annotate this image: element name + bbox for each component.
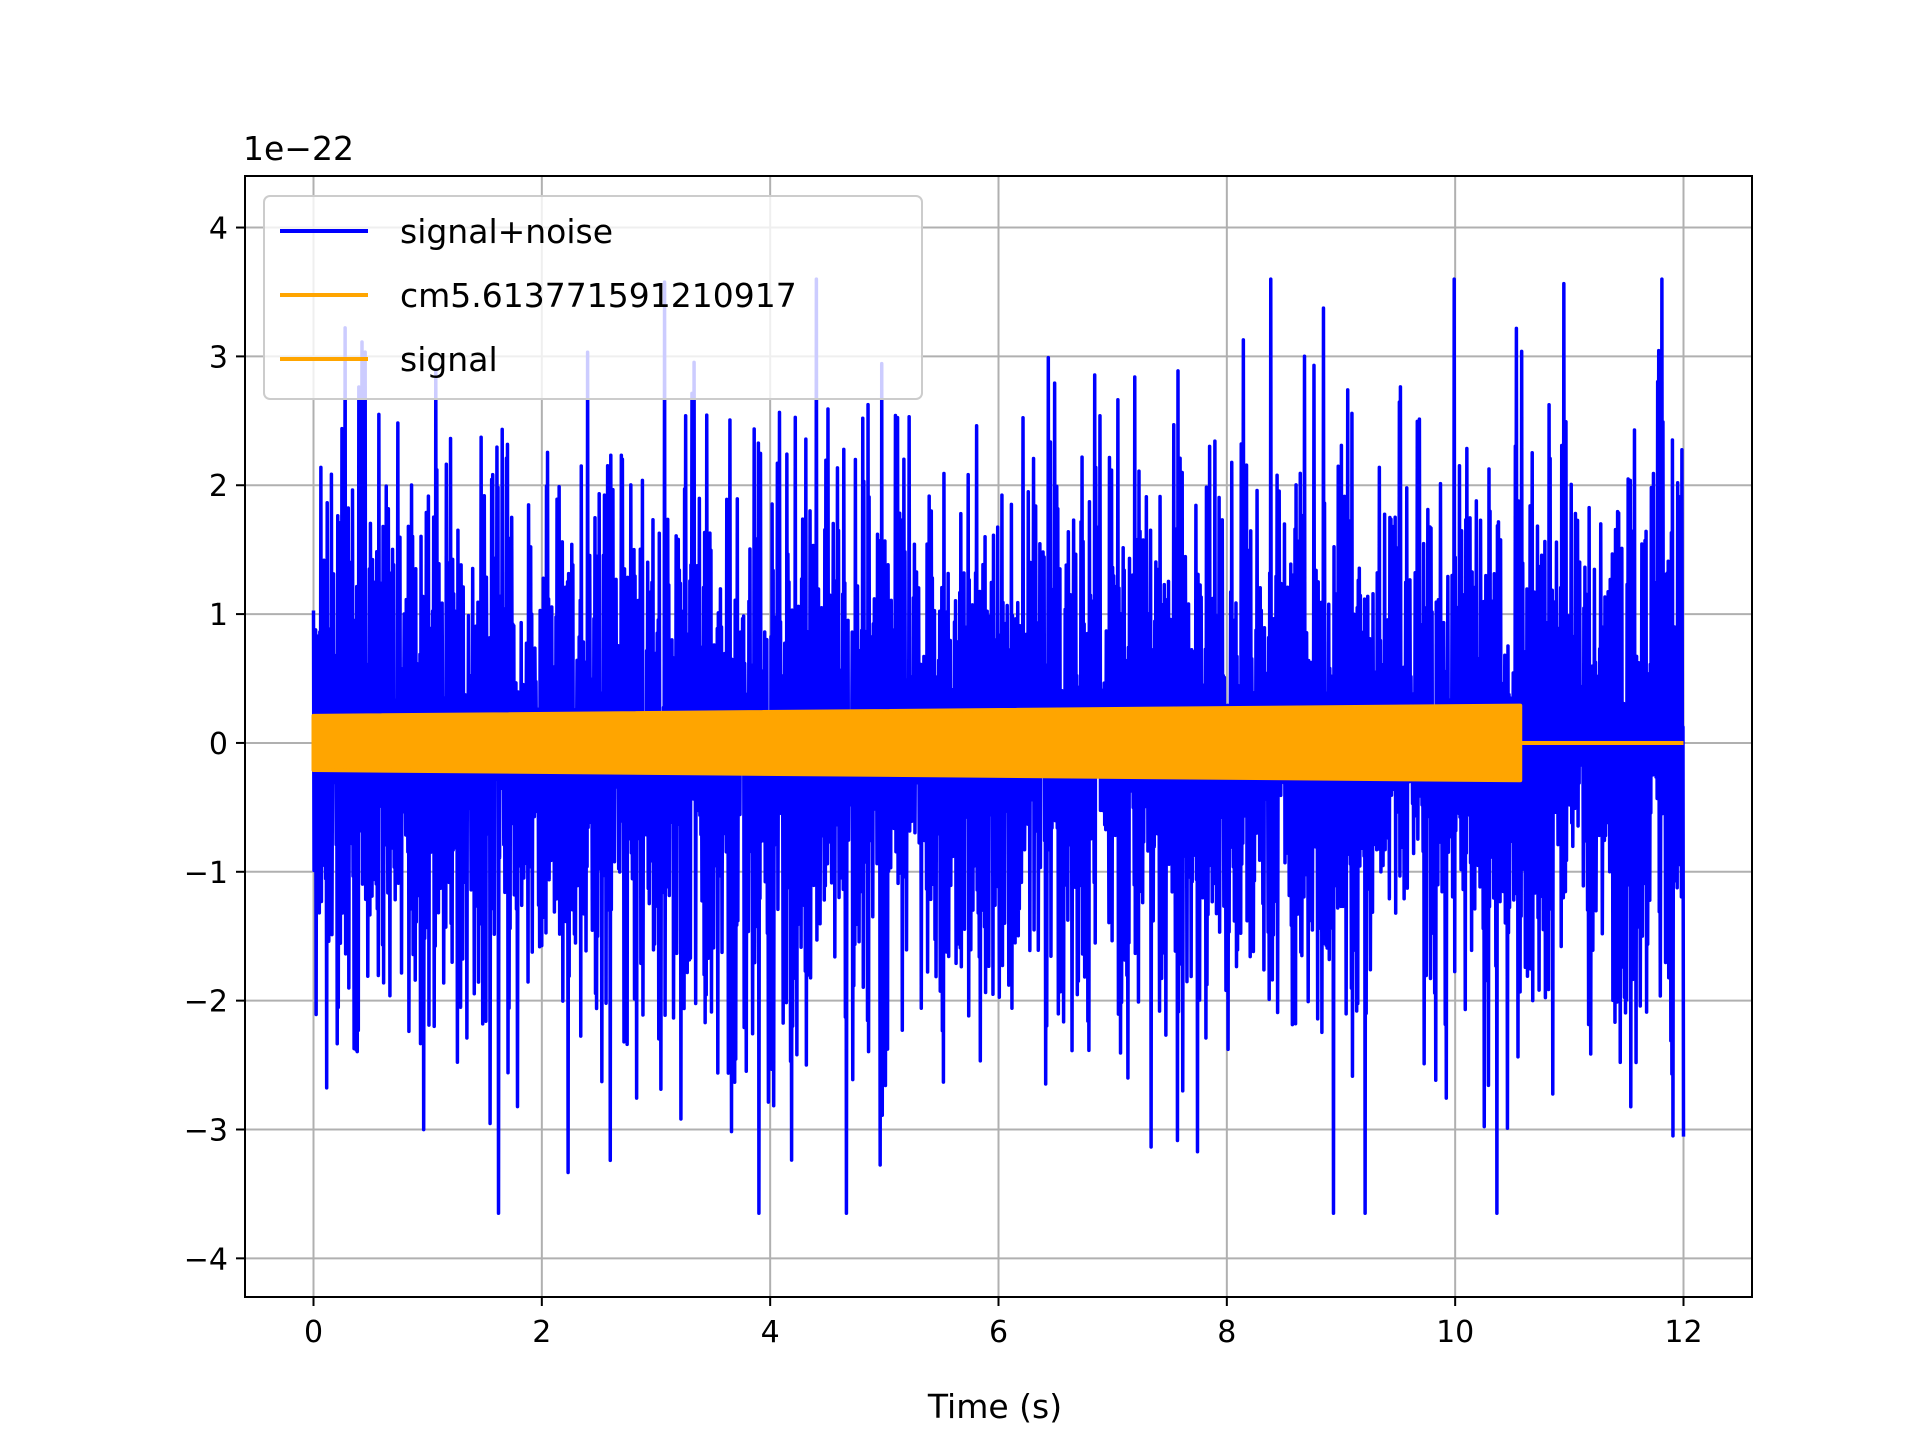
legend-label-signal: signal <box>400 340 498 379</box>
legend-label-cm: cm5.613771591210917 <box>400 276 797 315</box>
y-tick-label: 4 <box>209 212 228 247</box>
x-axis-label: Time (s) <box>927 1387 1062 1426</box>
x-tick-label: 12 <box>1664 1315 1702 1350</box>
y-tick-label: 3 <box>209 340 228 375</box>
y-tick-label: −1 <box>184 856 228 891</box>
x-tick-label: 2 <box>532 1315 551 1350</box>
x-tick-label: 10 <box>1436 1315 1474 1350</box>
series-signal-band <box>311 703 1523 783</box>
y-tick-label: −4 <box>184 1242 228 1277</box>
x-tick-label: 0 <box>304 1315 323 1350</box>
x-tick-label: 6 <box>989 1315 1008 1350</box>
y-tick-label: −2 <box>184 985 228 1020</box>
y-tick-label: 0 <box>209 727 228 762</box>
y-offset-label: 1e−22 <box>243 129 354 168</box>
y-axis: −4 −3 −2 −1 0 1 2 3 4 <box>184 212 245 1277</box>
y-tick-label: −3 <box>184 1113 228 1148</box>
y-tick-label: 1 <box>209 598 228 633</box>
x-tick-label: 8 <box>1217 1315 1236 1350</box>
series-layer <box>311 277 1686 1215</box>
x-tick-label: 4 <box>761 1315 780 1350</box>
legend: signal+noise cm5.613771591210917 signal <box>263 195 923 400</box>
legend-label-signal-noise: signal+noise <box>400 212 613 251</box>
y-tick-label: 2 <box>209 469 228 504</box>
legend-box <box>263 195 923 400</box>
x-axis: 0 2 4 6 8 10 12 <box>304 1297 1703 1350</box>
